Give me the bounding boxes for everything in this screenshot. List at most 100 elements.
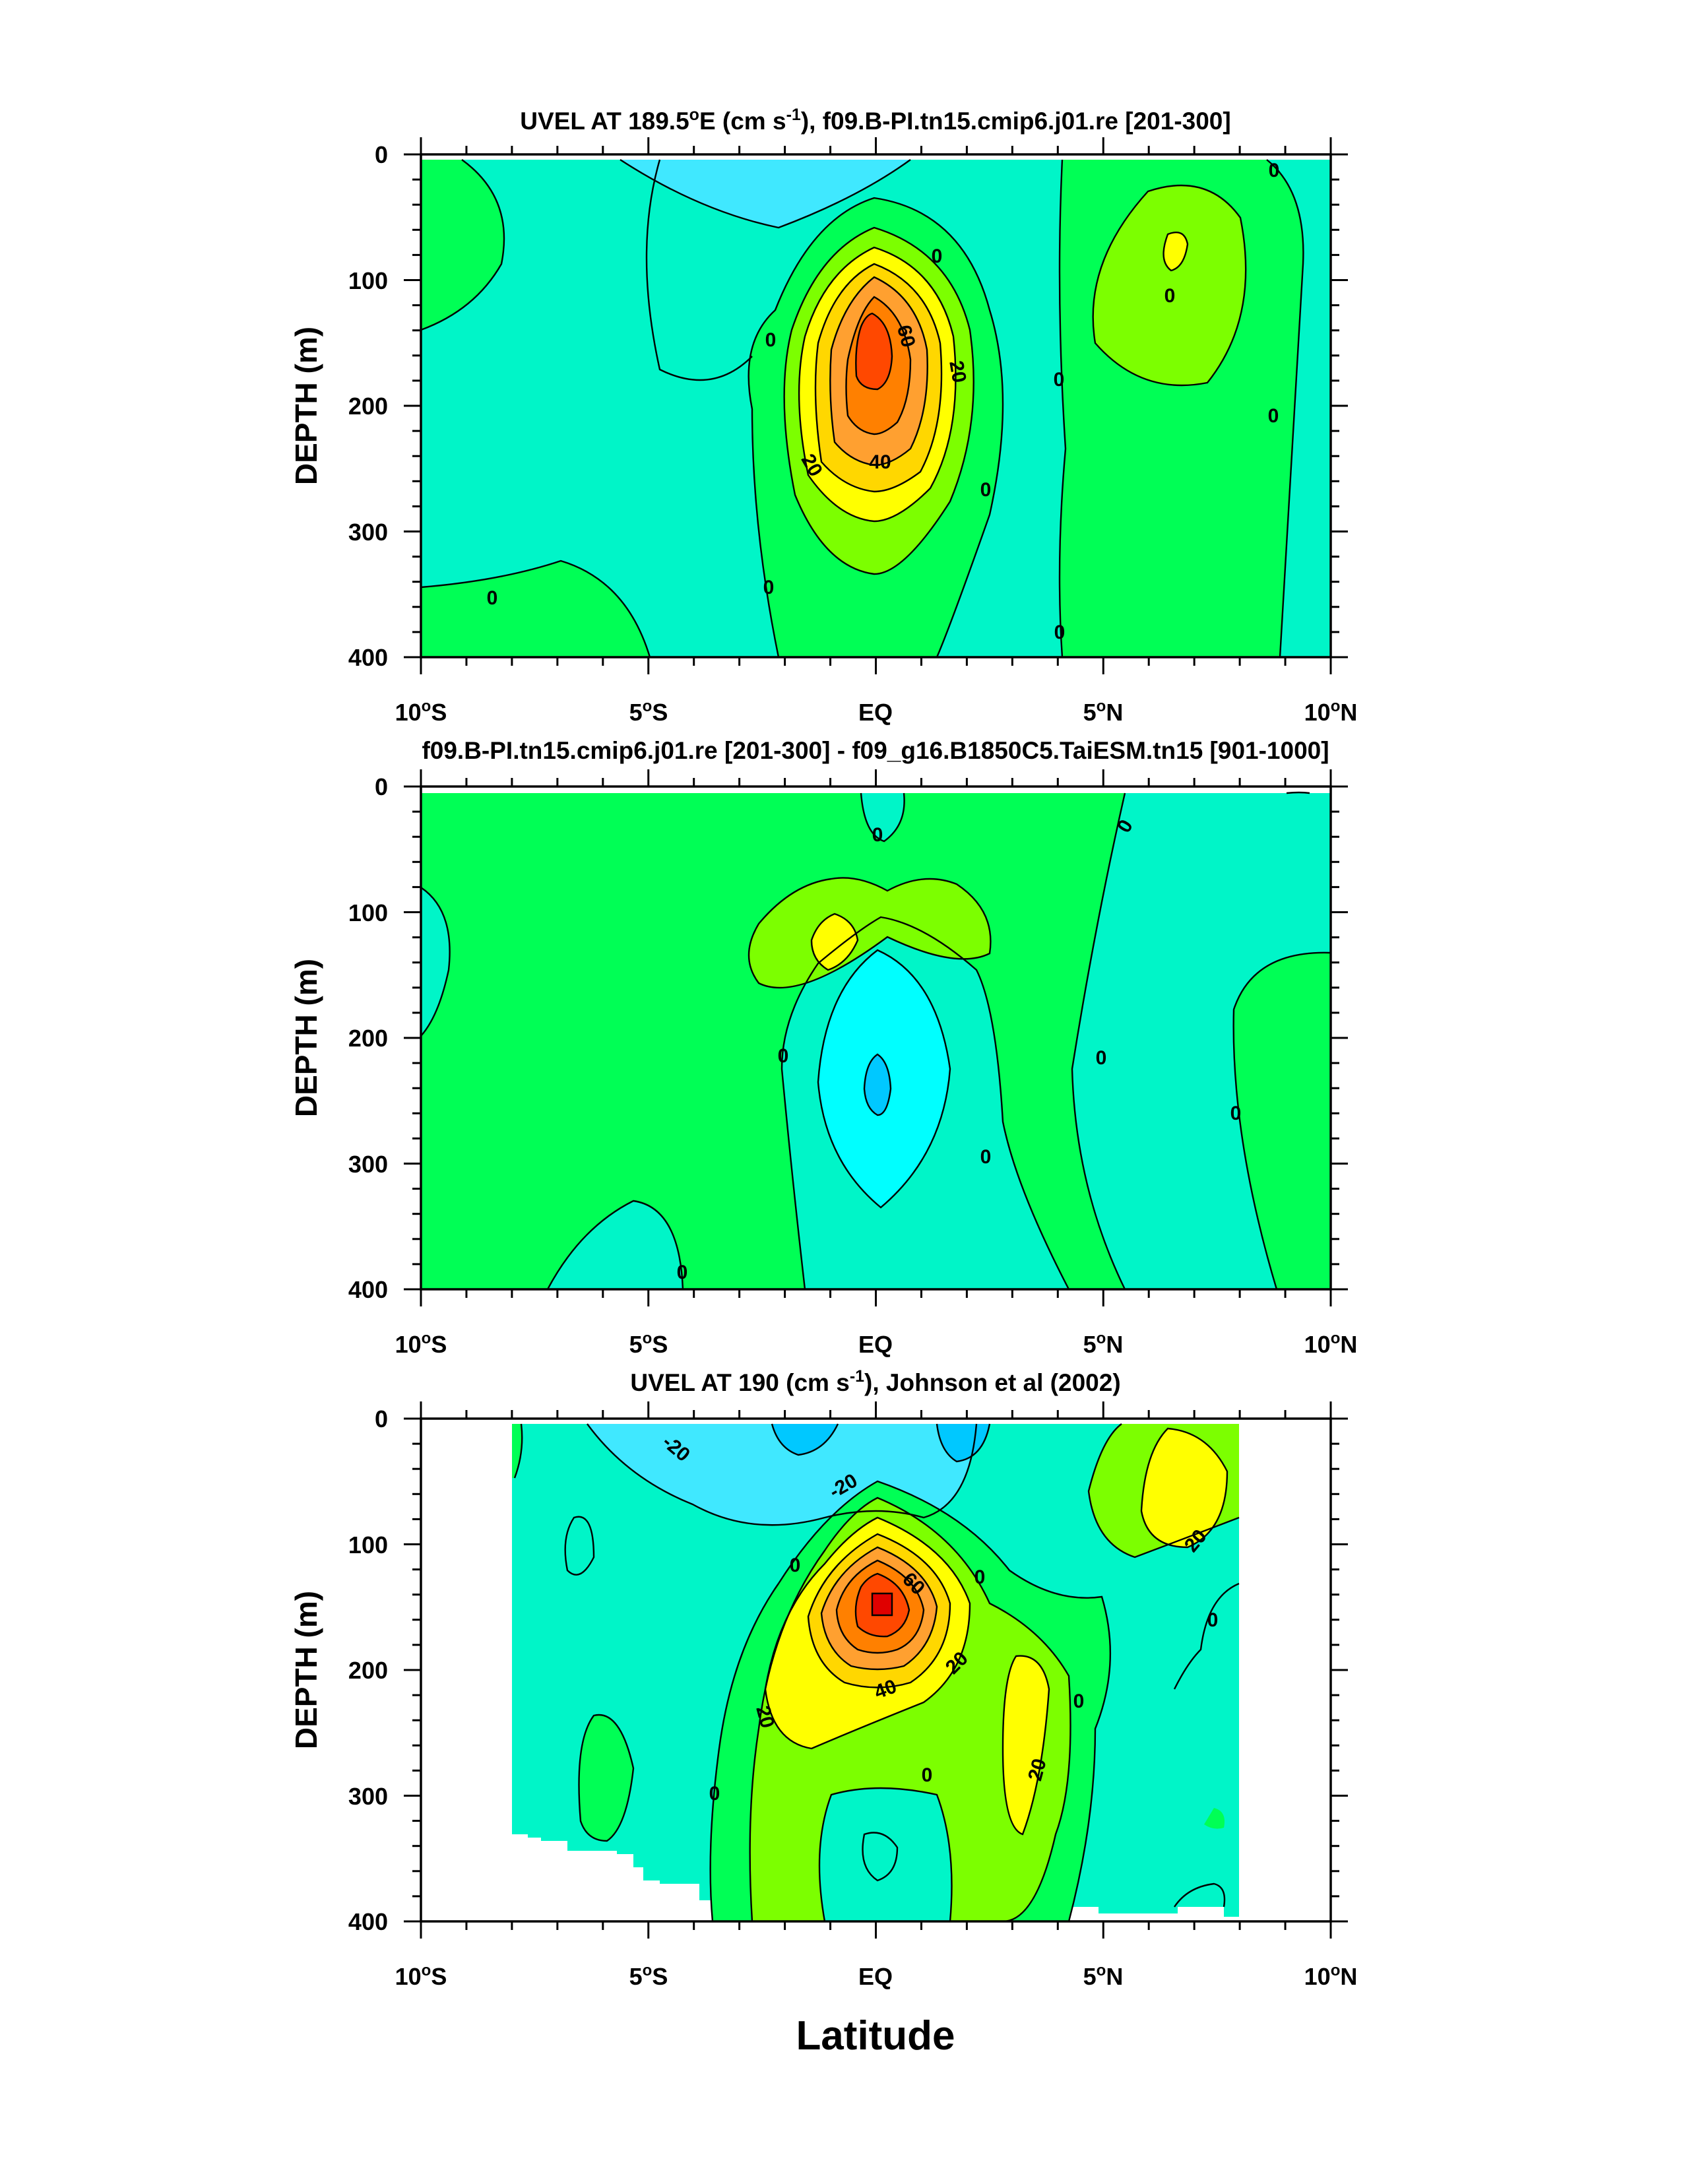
panel-2-contour-label: 0 <box>872 824 883 846</box>
panel-3-contour-jet-c50 <box>820 1546 938 1671</box>
panel-1-y-tick-label: 400 <box>348 644 388 671</box>
panel-1-contour-jet-c10 <box>748 197 1004 657</box>
panel-1-x-tick-labels: 10oS 5oS EQ 5oN 10oN <box>395 697 1358 726</box>
panel-2-x-tick-label: 10oS <box>395 1330 447 1358</box>
panel-1-contour-label: 0 <box>765 329 777 351</box>
panel-3-contour-jet-c40 <box>807 1533 951 1688</box>
panel-3-x-tick-label: EQ <box>858 1963 893 1990</box>
panel-3-contour-jet-c70 <box>854 1572 910 1638</box>
panel-3-contour-jet-c80 <box>871 1592 893 1617</box>
panel-3-y-tick-label: 400 <box>348 1908 388 1935</box>
panel-3-y-tick-labels: 0 100 200 300 400 <box>348 1405 388 1935</box>
panel-2-contour-center-minus20 <box>863 1053 892 1116</box>
panel-1-contour-label: 40 <box>869 451 891 473</box>
panel-1-region-southwest-lobe <box>421 561 650 657</box>
panel-2-contour-center-negative <box>781 916 1070 1289</box>
panel-2-contour-label: 0 <box>677 1262 688 1283</box>
panel-3-contour-bottom-eddy <box>862 1832 899 1882</box>
panel-3-x-tick-label: 10oN <box>1304 1962 1358 1990</box>
panel-1-contour-label: 20 <box>945 359 970 385</box>
panel-3-y-tick-label: 300 <box>348 1783 388 1810</box>
panel-1-contour-west <box>421 159 505 331</box>
panel-3-contour-bottom-negative <box>818 1787 953 1921</box>
panel-3-contour-label: 0 <box>790 1555 801 1576</box>
panel-3-region-jet-c80 <box>872 1593 892 1615</box>
panel-1-contour-label: 0 <box>932 245 943 267</box>
panel-1-x-tick-label: 10oS <box>395 697 447 726</box>
panel-2-contour-southwest <box>546 1200 684 1289</box>
panel-1-contour-field <box>421 154 1331 657</box>
panel-3-x-tick-label: 5oS <box>629 1962 668 1990</box>
panel-1-title: UVEL AT 189.5oE (cm s-1), f09.B-PI.tn15.… <box>520 106 1230 135</box>
panel-3-axes <box>404 1401 1348 1939</box>
panel-2-region-southwest-negative <box>548 1201 683 1289</box>
panel-2: f09.B-PI.tn15.cmip6.j01.re [201-300] - f… <box>289 737 1357 1358</box>
panel-2-y-tick-label: 400 <box>348 1276 388 1303</box>
panel-2-y-tick-label: 200 <box>348 1025 388 1052</box>
panel-2-x-tick-label: 10oN <box>1304 1330 1358 1358</box>
panel-1-contour-label: 0 <box>487 587 498 609</box>
panel-2-region-west-negative <box>421 887 450 1036</box>
panel-1-contour-jet-c50 <box>829 276 928 466</box>
panel-1-x-tick-label: 5oS <box>629 697 668 726</box>
panel-1-contour-surface-neg <box>620 158 911 229</box>
panel-2-region-center-minus20 <box>864 1054 891 1115</box>
panel-3-y-tick-label: 0 <box>375 1405 388 1432</box>
panel-2-contour-label: 0 <box>980 1146 992 1168</box>
panel-1-contour-west-plume <box>645 159 753 381</box>
panel-1-contour-label: 0 <box>1164 285 1176 307</box>
panel-1-y-axis-label: DEPTH (m) <box>289 327 323 485</box>
panel-1-contour-north-band-east <box>1266 159 1304 657</box>
panel-3-region-southwest-blob <box>579 1715 633 1841</box>
panel-2-x-tick-label: EQ <box>858 1331 893 1358</box>
panel-1-y-tick-labels: 0 100 200 300 400 <box>348 141 388 671</box>
panel-3-contour-surface-minus20-west <box>771 1423 839 1456</box>
panel-3-region-east-strip <box>1204 1808 1225 1829</box>
panel-2-region-top-negative <box>861 793 905 841</box>
panel-1-contour-label: 0 <box>1269 160 1280 181</box>
panel-3-region-west-column <box>512 1424 523 1478</box>
panel-3-contour-label: 0 <box>922 1764 933 1786</box>
panel-1-x-tick-label: 5oN <box>1083 697 1124 726</box>
panel-3-region-northeast-yellow <box>1141 1429 1227 1547</box>
panel-3-x-tick-label: 5oN <box>1083 1962 1124 1990</box>
panel-1-y-tick-label: 100 <box>348 267 388 294</box>
panel-2-y-tick-label: 300 <box>348 1151 388 1178</box>
panel-1-y-tick-label: 200 <box>348 393 388 420</box>
panel-3-contour-jet-c20 <box>749 1496 1071 1921</box>
panel-2-x-tick-label: 5oS <box>629 1330 668 1358</box>
panel-2-contour-label: 0 <box>778 1045 789 1067</box>
panel-2-y-axis-label: DEPTH (m) <box>289 959 323 1117</box>
panel-1-contour-jet-c70 <box>855 312 893 391</box>
x-axis-label: Latitude <box>796 2013 955 2059</box>
panel-1-contour-label: 0 <box>1268 405 1279 427</box>
panel-2-region-center-plus10 <box>812 914 858 970</box>
panel-3-title: UVEL AT 190 (cm s-1), Johnson et al (200… <box>630 1367 1120 1396</box>
panel-1-contour-label: 0 <box>1054 622 1066 643</box>
panel-2-contour-field <box>421 787 1331 1289</box>
panel-2-contour-top <box>860 792 905 843</box>
panel-3-y-tick-label: 100 <box>348 1531 388 1558</box>
panel-2-contour-east-return <box>1232 951 1331 1289</box>
panel-3-contour-west-eddy <box>564 1516 595 1576</box>
panel-3-contour-label: 0 <box>1207 1609 1219 1631</box>
panel-3-contour-jet-c10 <box>709 1480 1111 1921</box>
panel-1-contour-label: 0 <box>980 479 992 501</box>
panel-1-contour-label: 0 <box>763 577 775 598</box>
panel-3-region-east-yellow <box>1003 1655 1049 1834</box>
panel-2-region-center-positive <box>749 878 991 988</box>
panel-2-y-tick-label: 0 <box>375 773 388 800</box>
panel-3-contour-jet-c30 <box>764 1516 971 1750</box>
panel-2-y-tick-label: 100 <box>348 899 388 926</box>
panel-3: UVEL AT 190 (cm s-1), Johnson et al (200… <box>289 1367 1357 2059</box>
panel-1-contour-label: 0 <box>1054 369 1065 391</box>
panel-2-x-tick-labels: 10oS 5oS EQ 5oN 10oN <box>395 1330 1358 1358</box>
panel-1-region-west-lobe <box>421 160 504 330</box>
panel-1-contour-southwest <box>421 560 651 657</box>
panel-1: UVEL AT 189.5oE (cm s-1), f09.B-PI.tn15.… <box>289 106 1357 726</box>
panel-1-x-tick-label: 10oN <box>1304 697 1358 726</box>
panel-1-region-north-max <box>1163 232 1188 271</box>
panel-1-contour-north-band-west <box>1058 159 1067 657</box>
panel-3-contour-label: 0 <box>1073 1690 1085 1712</box>
